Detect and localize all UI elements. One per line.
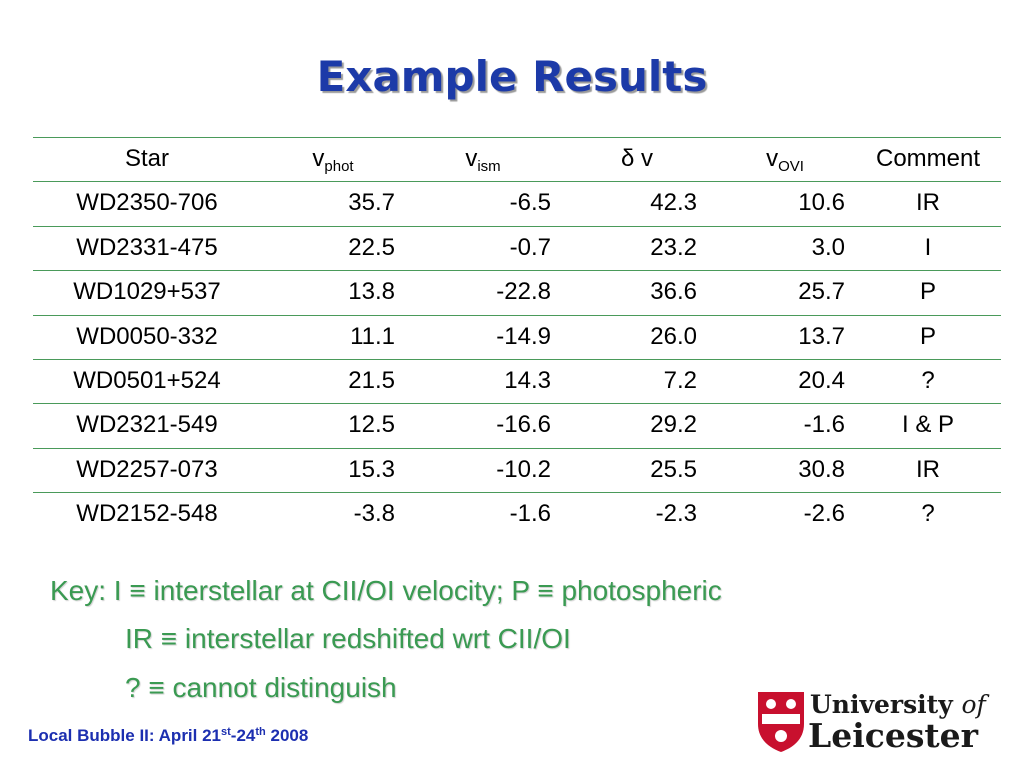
table-cell: 42.3 <box>650 189 697 217</box>
table-cell: WD2257-073 <box>76 455 218 483</box>
header-cell: vphot <box>312 145 354 175</box>
table-rule <box>33 181 1001 183</box>
table-cell: I <box>924 233 932 261</box>
logo-shield <box>758 692 804 752</box>
header-sub: phot <box>324 158 354 175</box>
footer-sup: th <box>255 726 266 738</box>
table-cell: 10.6 <box>798 189 845 217</box>
header-text: v <box>465 145 478 172</box>
table-cell: IR <box>916 455 940 483</box>
header-sub: OVI <box>778 158 804 175</box>
table-rule <box>33 403 1001 405</box>
table-cell: WD0501+524 <box>73 367 221 394</box>
logo-university: University <box>810 690 953 719</box>
table-cell: WD2152-548 <box>76 500 218 528</box>
footer-text: -24 <box>230 726 256 745</box>
header-cell: Star <box>125 145 169 173</box>
shield-emblem <box>775 730 787 742</box>
table-cell: 15.3 <box>348 455 395 483</box>
shield-emblem <box>786 699 796 709</box>
table-cell: I & P <box>901 411 955 439</box>
header-cell: vOVI <box>766 145 804 175</box>
table-cell: WD2321-549 <box>76 411 218 439</box>
table-cell: -10.2 <box>496 455 551 483</box>
header-sub: ism <box>477 158 501 175</box>
table-cell: WD1029+537 <box>73 278 221 306</box>
table-rule <box>33 447 1001 449</box>
table-cell: 13.7 <box>798 322 845 350</box>
header-cell: Comment <box>876 145 980 173</box>
table-cell: 36.6 <box>650 278 697 306</box>
footer-text: Local Bubble II: April 21 <box>28 726 222 745</box>
table-rule <box>33 359 1001 360</box>
header-text: v <box>312 145 325 172</box>
table-cell: -3.8 <box>353 500 395 528</box>
footer: Local Bubble II: April 21st-24th 2008 <box>28 726 308 746</box>
table-cell: 25.7 <box>798 278 845 306</box>
table-cell: IR <box>916 189 940 217</box>
header-cell: vism <box>465 145 501 175</box>
table-cell: 26.0 <box>650 322 697 350</box>
header-cell: δ v <box>621 145 653 173</box>
logo-name: Leicester <box>808 716 979 755</box>
table-cell: 35.7 <box>348 189 395 217</box>
table-cell: 13.8 <box>348 278 395 306</box>
shield-band <box>762 714 800 724</box>
table-cell: -14.9 <box>496 322 551 350</box>
key-line: Key: I ≡ interstellar at CII/OI velocity… <box>50 575 722 606</box>
header-text: δ v <box>620 145 654 172</box>
table-rule <box>33 314 1001 316</box>
table-cell: 23.2 <box>650 233 697 261</box>
table-cell: 21.5 <box>348 367 395 394</box>
table-cell: -1.6 <box>509 500 551 528</box>
slide-title: Example Results <box>316 52 708 101</box>
table-cell: 29.2 <box>650 411 697 439</box>
table-rule <box>33 137 1001 138</box>
table-cell: -6.5 <box>509 189 551 217</box>
table-cell: 20.4 <box>798 367 845 394</box>
table-cell: ? <box>921 367 935 394</box>
table-cell: 12.5 <box>348 411 395 439</box>
table-cell: 25.5 <box>650 455 697 483</box>
key-line: ? ≡ cannot distinguish <box>125 672 397 703</box>
table-cell: -1.6 <box>803 411 845 439</box>
table-cell: 14.3 <box>504 367 551 394</box>
table-cell: -22.8 <box>496 278 551 306</box>
table-cell: WD2350-706 <box>76 189 218 217</box>
shield-emblem <box>766 699 776 709</box>
table-rule <box>33 225 1001 227</box>
header-text: Star <box>124 145 170 172</box>
header-text: Comment <box>875 145 981 172</box>
table-cell: 7.2 <box>663 367 697 394</box>
header-text: v <box>766 145 779 172</box>
table-cell: ? <box>921 500 935 528</box>
logo-text: University of <box>810 690 986 719</box>
footer-sup: st <box>221 726 231 738</box>
table-cell: 30.8 <box>798 455 845 483</box>
table-cell: 3.0 <box>811 233 845 261</box>
table-rule <box>33 270 1001 272</box>
table-cell: WD2331-475 <box>76 233 218 261</box>
table-cell: -2.6 <box>803 500 845 528</box>
table-cell: P <box>919 278 937 306</box>
table-cell: P <box>919 322 937 350</box>
table-rule <box>33 492 1001 494</box>
footer-text: 2008 <box>265 726 309 745</box>
table-cell: -0.7 <box>509 233 551 261</box>
table-cell: -16.6 <box>496 411 551 439</box>
table-cell: WD0050-332 <box>76 322 218 350</box>
table-cell: 11.1 <box>350 322 395 350</box>
table-cell: -2.3 <box>655 500 697 528</box>
logo-of: of <box>961 690 986 719</box>
key-line: IR ≡ interstellar redshifted wrt CII/OI <box>125 623 571 654</box>
table-cell: 22.5 <box>348 233 395 261</box>
